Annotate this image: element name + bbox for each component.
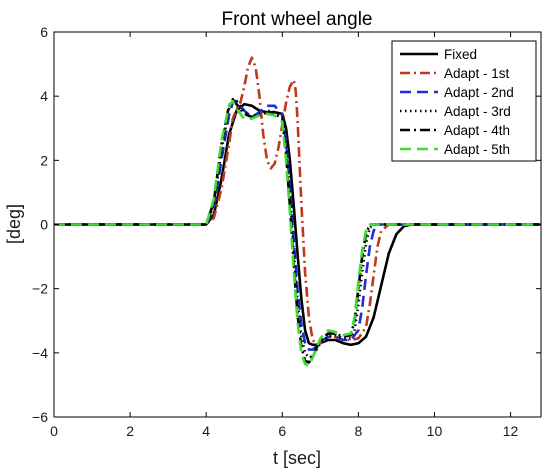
legend-label-4: Adapt - 3rd — [444, 104, 511, 119]
y-tick-label: −4 — [32, 345, 48, 361]
legend-label-1: Fixed — [444, 47, 477, 62]
x-tick-label: 0 — [50, 423, 58, 439]
x-tick-label: 8 — [354, 423, 362, 439]
y-tick-label: −2 — [32, 281, 48, 297]
x-tick-label: 6 — [278, 423, 286, 439]
series-line-2 — [54, 56, 541, 347]
legend-label-3: Adapt - 2nd — [444, 85, 514, 100]
y-tick-label: −6 — [32, 409, 48, 425]
x-tick-label: 2 — [126, 423, 134, 439]
series-layer — [54, 56, 541, 367]
legend-label-5: Adapt - 4th — [444, 123, 510, 138]
legend: Fixed Adapt - 1st Adapt - 2nd Adapt - 3rd Ad… — [391, 40, 537, 162]
x-tick-label: 10 — [427, 423, 443, 439]
series-line-6 — [54, 99, 541, 367]
legend-label-2: Adapt - 1st — [444, 66, 510, 81]
y-tick-label: 4 — [40, 88, 48, 104]
chart-title: Front wheel angle — [221, 9, 372, 30]
legend-box — [391, 40, 537, 162]
x-axis-label: t [sec] — [273, 448, 321, 468]
y-tick-label: 0 — [40, 217, 48, 233]
y-tick-label: 2 — [40, 152, 48, 168]
ticks-layer: 0 2 4 6 8 10 12 −6 −4 −2 0 2 4 6 — [32, 24, 541, 439]
y-axis-label: [deg] — [4, 204, 24, 244]
y-tick-label: 6 — [40, 24, 48, 40]
legend-label-6: Adapt - 5th — [444, 142, 510, 157]
x-tick-label: 12 — [503, 423, 519, 439]
x-tick-label: 4 — [202, 423, 210, 439]
